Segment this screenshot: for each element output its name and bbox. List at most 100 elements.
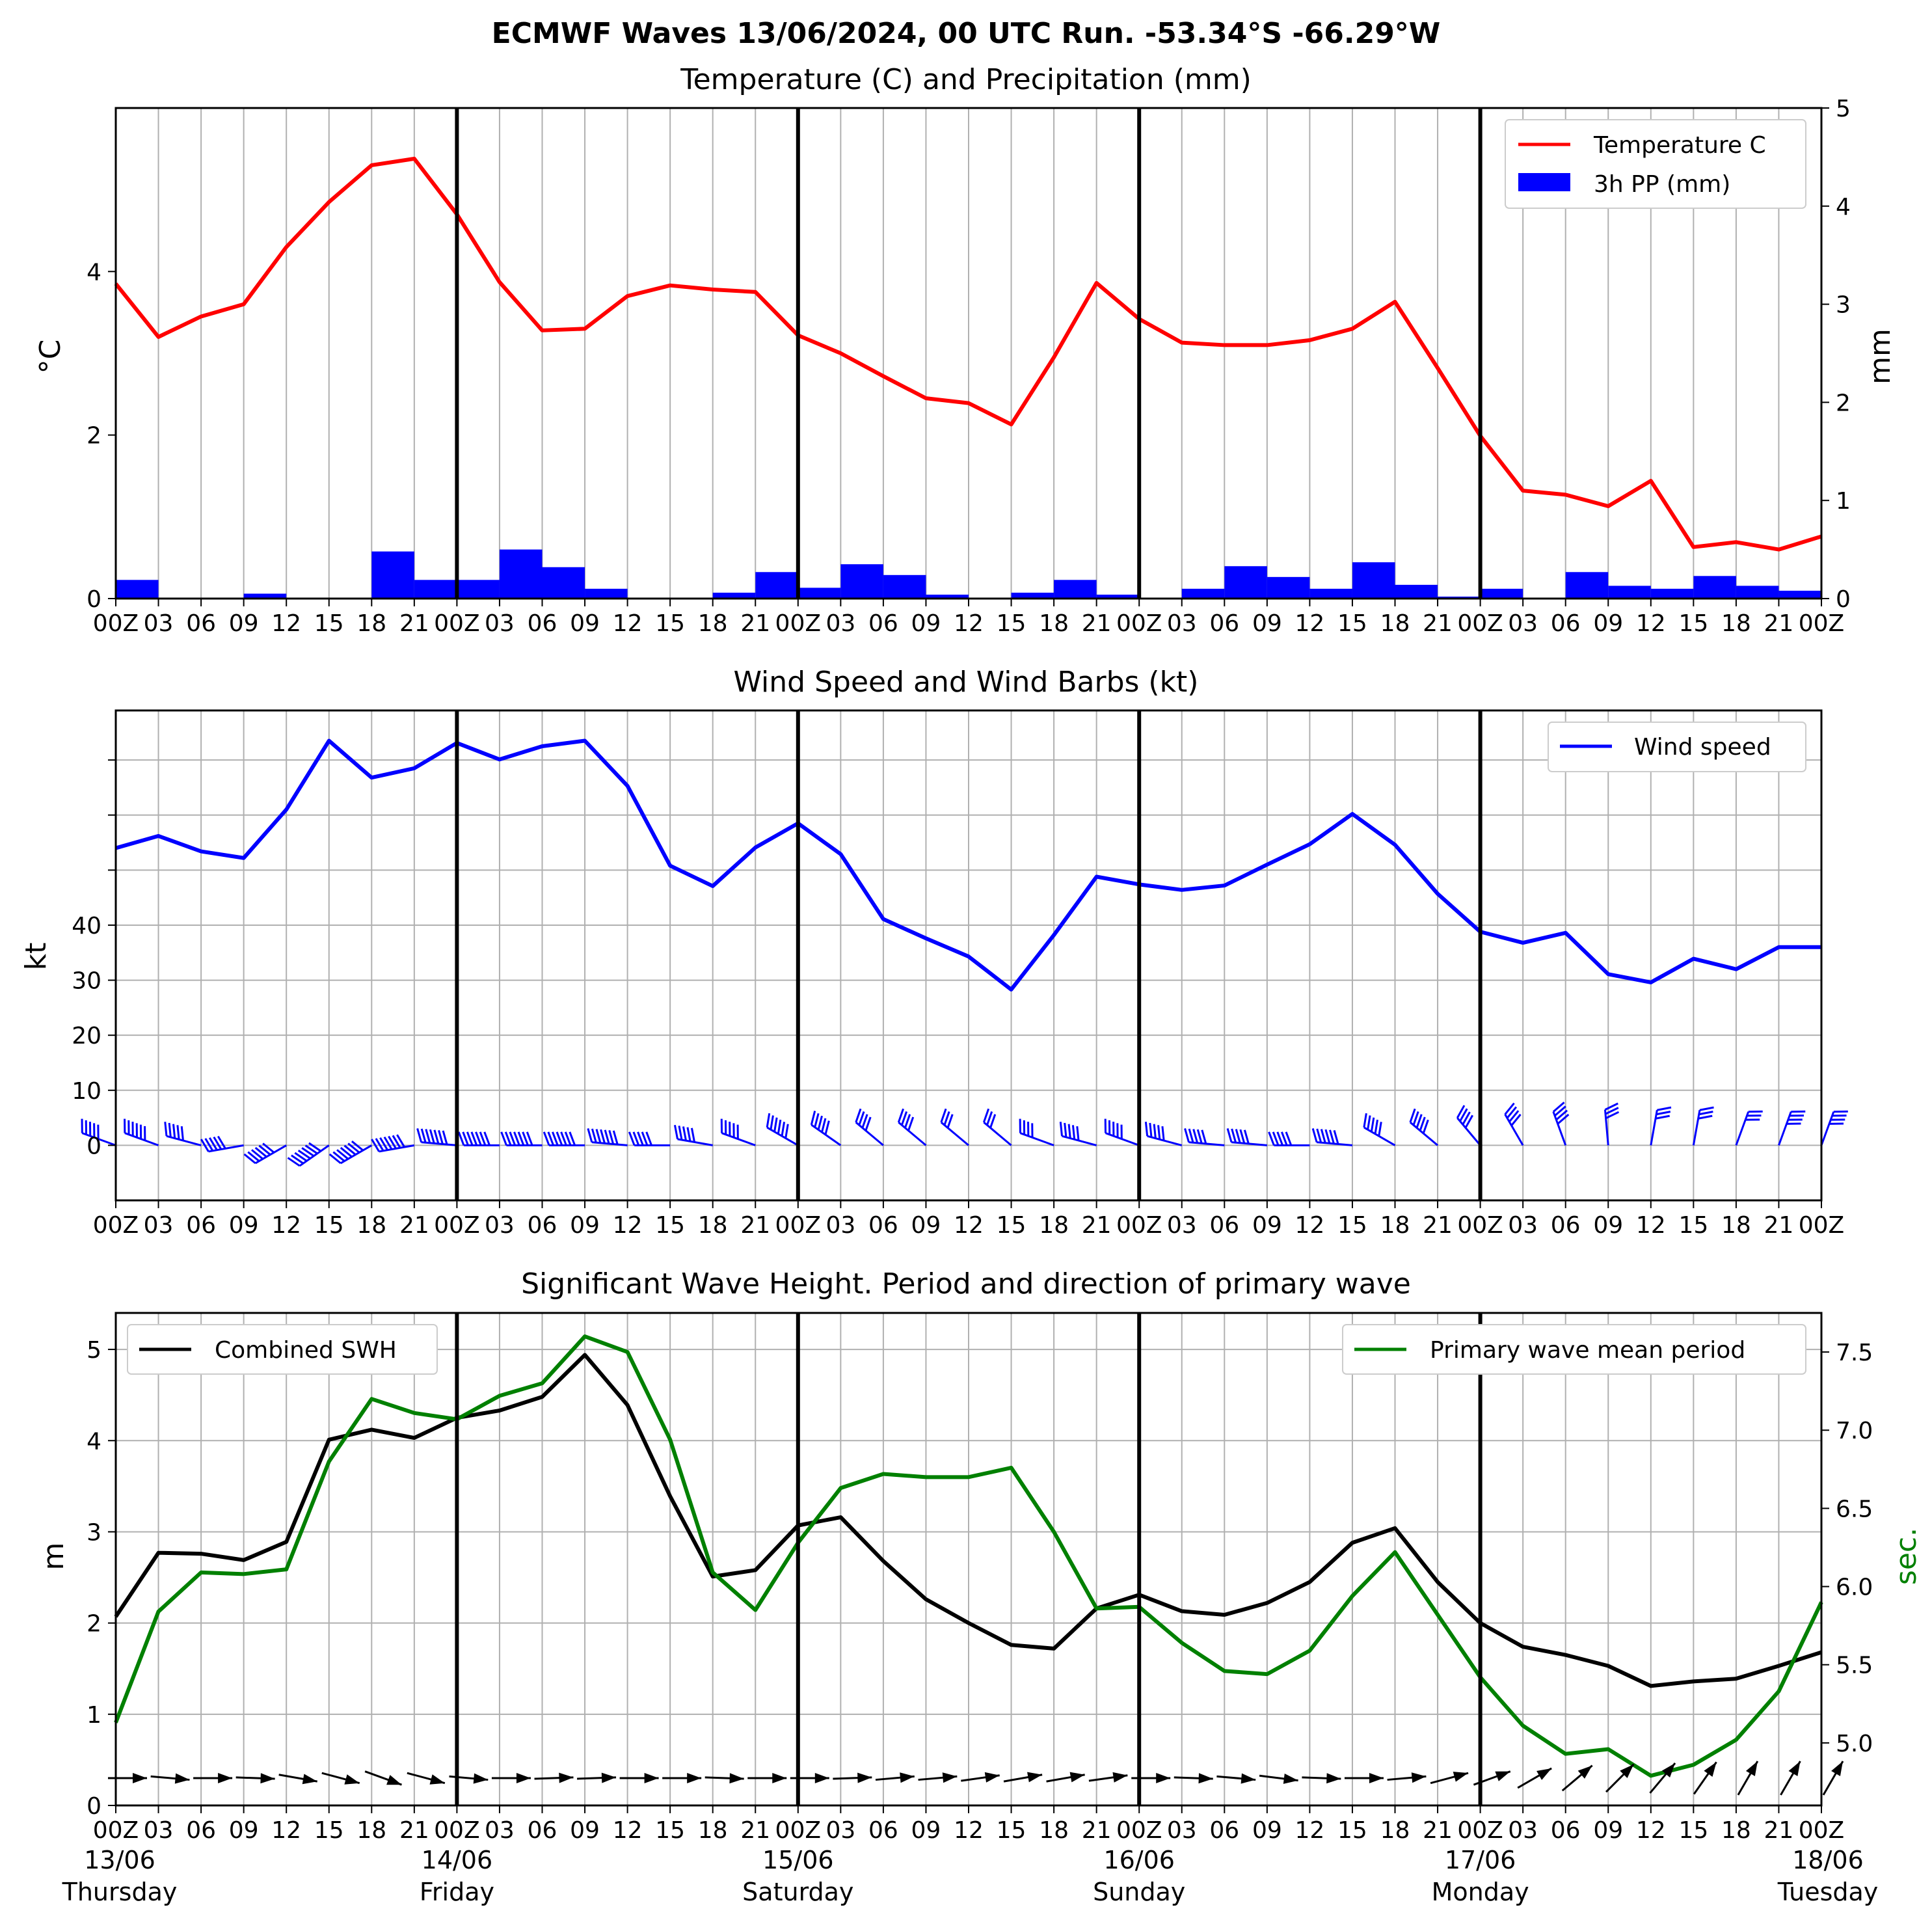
x-tick-label: 12: [1295, 1212, 1324, 1239]
wind-barb-feather: [682, 1126, 688, 1141]
y-tick-label: 30: [72, 968, 101, 995]
wave-direction-arrow: [1605, 1763, 1635, 1793]
date-label: 18/06: [1792, 1846, 1864, 1874]
wind-barb-feather: [785, 1124, 789, 1139]
wind-barb-feather: [1324, 1129, 1331, 1144]
wave-direction-arrow: [108, 1772, 147, 1783]
wave-direction-arrow: [747, 1772, 787, 1783]
x-tick-label: 21: [1082, 1212, 1112, 1239]
wind-barb-feather: [897, 1108, 904, 1123]
wind-barb-feather: [254, 1146, 267, 1158]
wave-arrow-head: [429, 1774, 445, 1785]
wind-barb-feather: [479, 1131, 487, 1146]
x-tick-label: 00Z: [434, 1212, 479, 1239]
x-tick-label: 12: [613, 610, 643, 637]
wave-direction-arrow: [1517, 1767, 1552, 1789]
panel-axes: 00Z 03 06 09 12 15 18 21 00Z 03 06 09 12 15 18 21 00Z 03 0…: [87, 1312, 1873, 1844]
wind-panel: Wind Speed and Wind Barbs (kt) 00Z 03 06 09…: [20, 666, 1848, 1239]
wind-barb-staff: [1456, 1117, 1481, 1146]
wave-direction-arrow: [1088, 1772, 1128, 1783]
legend-label-temperature: Temperature C: [1593, 132, 1766, 159]
temperature-line-group: [114, 156, 1822, 552]
wave-arrow-head: [1156, 1772, 1171, 1783]
x-tick-label: 18: [356, 1817, 386, 1844]
wave-direction-arrow: [278, 1774, 318, 1785]
wind-barb-staff: [166, 1135, 202, 1146]
panel-grid: [116, 1313, 1821, 1806]
wave-direction-arrow: [1174, 1773, 1213, 1784]
axes-frame: [114, 709, 1823, 1202]
wind-barb-feather: [1699, 1106, 1714, 1111]
precip-bar: [755, 572, 798, 599]
x-tick-label: 00Z: [1799, 1212, 1844, 1239]
wind-barb: [329, 1141, 373, 1165]
wind-barb-staff: [591, 1141, 628, 1146]
wind-barb-staff: [124, 1132, 159, 1146]
wind-barb-feather: [1363, 1113, 1367, 1128]
x-tick-label: 21: [1764, 610, 1794, 637]
wave-arrow-head: [644, 1772, 659, 1783]
x-tick-label: 09: [1252, 610, 1282, 637]
wind-barb-feather: [343, 1144, 356, 1155]
wind-barb-feather: [1196, 1129, 1203, 1144]
x-tick-label: 15: [655, 1212, 685, 1239]
wave-direction-arrow: [704, 1773, 744, 1784]
wave-direction-arrow: [1302, 1773, 1341, 1784]
wave-arrow-head: [1745, 1761, 1758, 1777]
wind-barb-feather: [375, 1138, 384, 1152]
wind-barb-feather: [604, 1129, 610, 1144]
precip-bar: [926, 594, 969, 599]
precip-bar: [1181, 588, 1225, 599]
wind-barb-feather: [904, 1114, 911, 1129]
wind-barb-feather: [308, 1142, 321, 1152]
wind-barb-feather: [483, 1131, 490, 1146]
legend-temperature: Temperature C 3h PP (mm): [1505, 119, 1806, 209]
wind-barb: [1504, 1102, 1524, 1146]
x-tick-label: 15: [997, 1817, 1026, 1844]
wind-barb-feather: [176, 1125, 180, 1140]
x-tick-label: 21: [1423, 1212, 1453, 1239]
wave-arrow-head: [1369, 1772, 1384, 1783]
precip-bar: [1480, 588, 1523, 599]
x-tick-label: 03: [825, 610, 855, 637]
precip-bar: [116, 580, 159, 599]
x-tick-label: 15: [655, 610, 685, 637]
wind-barb-feather: [475, 1131, 482, 1146]
wind-barb-feather: [770, 1115, 774, 1130]
x-tick-label: 21: [1764, 1212, 1794, 1239]
wave-arrow-head: [302, 1774, 317, 1785]
wind-barb-feather: [1316, 1128, 1322, 1143]
wind-barb: [1184, 1128, 1225, 1146]
y-tick-label: 4: [87, 1428, 101, 1455]
wind-barb-feather: [513, 1131, 520, 1146]
wind-barb-feather: [543, 1131, 550, 1146]
wind-barb-feather: [1412, 1111, 1419, 1126]
wind-barb-feather: [429, 1129, 435, 1144]
wind-barb-staff: [1778, 1111, 1792, 1146]
y-tick-label: 5: [87, 1337, 101, 1364]
x-tick-label: 15: [1337, 1212, 1367, 1239]
x-tick-label: 18: [1380, 1212, 1410, 1239]
wind-barb: [164, 1122, 202, 1146]
panel-grid: [116, 710, 1821, 1200]
x-tick-label: 03: [1167, 1212, 1197, 1239]
wind-barb-staff: [379, 1144, 415, 1153]
swh-line: [114, 1353, 1822, 1688]
wind-barb: [543, 1131, 585, 1146]
y-tick-label-right: 6.0: [1836, 1574, 1873, 1601]
panel-title-wave: Significant Wave Height. Period and dire…: [521, 1267, 1411, 1301]
y-tick-label-right: 5.5: [1836, 1653, 1873, 1679]
precip-bar: [1352, 562, 1395, 599]
wind-barb: [287, 1142, 330, 1167]
x-tick-label: 03: [1508, 610, 1538, 637]
x-tick-label: 21: [740, 1817, 770, 1844]
precip-bar: [1011, 592, 1054, 599]
wind-barb-feather: [983, 1108, 990, 1123]
wind-barb: [1650, 1106, 1672, 1146]
wind-barb-feather: [262, 1142, 275, 1154]
wave-arrow-head: [687, 1772, 702, 1783]
wind-barb-feather: [517, 1131, 525, 1146]
wind-barb-staff: [1504, 1114, 1524, 1146]
wind-barb-feather: [1268, 1131, 1275, 1146]
wind-barb-staff: [855, 1121, 884, 1146]
